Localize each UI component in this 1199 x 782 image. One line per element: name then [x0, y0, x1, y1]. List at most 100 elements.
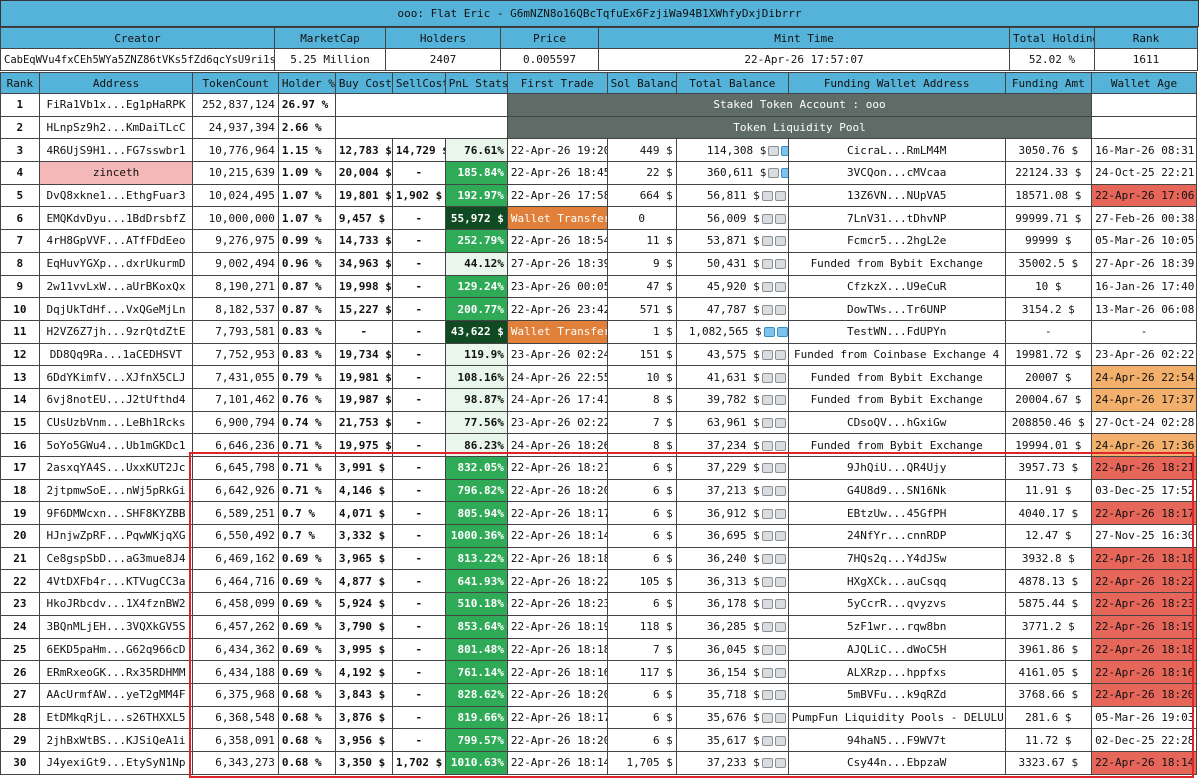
address-cell[interactable]: 5oYo5GWu4...Ub1mGKDc1: [38, 433, 194, 457]
bank-icon[interactable]: [763, 327, 775, 338]
address-cell[interactable]: CUsUzbVnm...LeBh1Rcks: [38, 410, 194, 435]
token-count-col-header[interactable]: TokenCount: [192, 72, 279, 94]
sol-balance-col-header[interactable]: Sol Balance: [606, 72, 677, 94]
wallet-icon[interactable]: [774, 735, 786, 746]
wallet-icon[interactable]: [774, 191, 786, 202]
wallet-icon[interactable]: [761, 531, 773, 542]
address-cell[interactable]: 6EKD5paHm...G62q966cD: [38, 637, 194, 662]
funding-wallet-cell[interactable]: Funded from Bybit Exchange: [787, 433, 1006, 457]
bank-icon[interactable]: [781, 145, 788, 156]
wallet-icon[interactable]: [761, 576, 773, 587]
wallet-icon[interactable]: [761, 599, 773, 610]
wallet-age-col-header[interactable]: Wallet Age: [1091, 72, 1197, 94]
wallet-icon[interactable]: [774, 395, 786, 406]
bank-icon[interactable]: [776, 327, 788, 338]
wallet-icon[interactable]: [761, 758, 773, 769]
wallet-icon[interactable]: [761, 508, 773, 519]
wallet-icon[interactable]: [774, 622, 786, 633]
funding-wallet-cell[interactable]: 9JhQiU...QR4Ujy: [787, 456, 1006, 480]
funding-wallet-cell[interactable]: 7HQs2q...Y4dJSw: [787, 546, 1006, 571]
funding-wallet-cell[interactable]: CfzkzX...U9eCuR: [787, 274, 1006, 299]
wallet-icon[interactable]: [761, 259, 773, 270]
wallet-icon[interactable]: [774, 281, 786, 292]
address-cell[interactable]: 4VtDXFb4r...KTVugCC3a: [38, 569, 194, 594]
funding-wallet-cell[interactable]: 5yCcrR...qvyzvs: [787, 592, 1006, 616]
address-cell[interactable]: DvQ8xkne1...EthgFuar3: [38, 183, 194, 208]
funding-wallet-cell[interactable]: Funded from Bybit Exchange: [787, 251, 1006, 276]
holder-percent-col-header[interactable]: Holder %: [277, 72, 336, 94]
address-col-header[interactable]: Address: [38, 72, 194, 94]
funding-wallet-cell[interactable]: EBtzUw...45GfPH: [787, 501, 1006, 526]
wallet-icon[interactable]: [774, 644, 786, 655]
address-cell[interactable]: DD8Qq9Ra...1aCEDHSVT: [38, 342, 194, 367]
address-cell[interactable]: HLnpSz9h2...KmDaiTLcC: [38, 115, 194, 140]
address-cell[interactable]: J4yexiGt9...EtySyN1Np: [38, 750, 194, 775]
wallet-icon[interactable]: [761, 372, 773, 383]
wallet-icon[interactable]: [774, 213, 786, 224]
address-cell[interactable]: FiRa1Vb1x...Eg1pHaRPK: [38, 93, 194, 117]
wallet-icon[interactable]: [774, 304, 786, 315]
funding-wallet-cell[interactable]: TestWN...FdUPYn: [787, 319, 1006, 344]
wallet-icon[interactable]: [774, 372, 786, 383]
wallet-icon[interactable]: [774, 486, 786, 497]
total-balance-col-header[interactable]: Total Balance: [675, 72, 789, 94]
funding-wallet-col-header[interactable]: Funding Wallet Address: [787, 72, 1006, 94]
funding-wallet-cell[interactable]: 3VCQon...cMVcaa: [787, 161, 1006, 185]
wallet-icon[interactable]: [761, 622, 773, 633]
wallet-icon[interactable]: [761, 644, 773, 655]
funding-wallet-cell[interactable]: CicraL...RmLM4M: [787, 138, 1006, 163]
address-cell[interactable]: 2w11vvLxW...aUrBKoxQx: [38, 274, 194, 299]
funding-wallet-cell[interactable]: 94haN5...F9WV7t: [787, 728, 1006, 752]
address-cell[interactable]: 6DdYKimfV...XJfnX5CLJ: [38, 365, 194, 389]
wallet-icon[interactable]: [774, 440, 786, 451]
address-cell[interactable]: 2asxqYA4S...UxxKUT2Jc: [38, 456, 194, 480]
funding-wallet-cell[interactable]: Funded from Bybit Exchange: [787, 387, 1006, 412]
address-cell[interactable]: HJnjwZpRF...PqwWKjqXG: [38, 524, 194, 548]
address-cell[interactable]: H2VZ6Z7jh...9zrQtdZtE: [38, 319, 194, 344]
address-cell[interactable]: DqjUkTdHf...VxQGeMjLn: [38, 297, 194, 321]
pnl-stats-col-header[interactable]: PnL Stats: [444, 72, 508, 94]
wallet-icon[interactable]: [761, 667, 773, 678]
wallet-icon[interactable]: [761, 281, 773, 292]
wallet-icon[interactable]: [774, 690, 786, 701]
funding-wallet-cell[interactable]: PumpFun Liquidity Pools - DELULU: [787, 705, 1006, 730]
wallet-icon[interactable]: [774, 236, 786, 247]
funding-wallet-cell[interactable]: Funded from Coinbase Exchange 4: [787, 342, 1006, 367]
funding-wallet-cell[interactable]: Csy44n...EbpzaW: [787, 750, 1006, 775]
funding-wallet-cell[interactable]: CDsoQV...hGxiGw: [787, 410, 1006, 435]
wallet-icon[interactable]: [774, 531, 786, 542]
funding-wallet-cell[interactable]: 24NfYr...cnnRDP: [787, 524, 1006, 548]
first-trade-col-header[interactable]: First Trade: [506, 72, 608, 94]
address-cell[interactable]: 3BQnMLjEH...3VQXkGV5S: [38, 614, 194, 639]
funding-wallet-cell[interactable]: DowTWs...Tr6UNP: [787, 297, 1006, 321]
wallet-icon[interactable]: [774, 349, 786, 360]
address-cell[interactable]: 6vj8notEU...J2tUfthd4: [38, 387, 194, 412]
funding-wallet-cell[interactable]: 7LnV31...tDhvNP: [787, 206, 1006, 231]
wallet-icon[interactable]: [761, 236, 773, 247]
address-cell[interactable]: HkoJRbcdv...1X4fznBW2: [38, 592, 194, 616]
buy-cost-col-header[interactable]: Buy Cost: [334, 72, 393, 94]
wallet-icon[interactable]: [761, 191, 773, 202]
wallet-icon[interactable]: [768, 145, 780, 156]
creator-value[interactable]: CabEqWVu4fxCEh5WYa5ZNZ86tVKs5fZd6qcYsU9r…: [0, 48, 275, 71]
address-cell[interactable]: EtDMkqRjL...s26THXXL5: [38, 705, 194, 730]
funding-wallet-cell[interactable]: 5mBVFu...k9qRZd: [787, 682, 1006, 707]
address-cell[interactable]: zinceth: [38, 161, 194, 185]
wallet-icon[interactable]: [761, 304, 773, 315]
funding-wallet-cell[interactable]: AJQLiC...dWoC5H: [787, 637, 1006, 662]
wallet-icon[interactable]: [774, 463, 786, 474]
funding-wallet-cell[interactable]: Fcmcr5...2hgL2e: [787, 229, 1006, 253]
address-cell[interactable]: 4rH8GpVVF...ATfFDdEeo: [38, 229, 194, 253]
wallet-icon[interactable]: [761, 735, 773, 746]
wallet-icon[interactable]: [774, 599, 786, 610]
address-cell[interactable]: ERmRxeoGK...Rx35RDHMM: [38, 660, 194, 684]
address-cell[interactable]: AAcUrmfAW...yeT2gMM4F: [38, 682, 194, 707]
wallet-icon[interactable]: [774, 259, 786, 270]
funding-wallet-cell[interactable]: ALXRzp...hppfxs: [787, 660, 1006, 684]
wallet-icon[interactable]: [774, 758, 786, 769]
address-cell[interactable]: 2jtpmwSoE...nWj5pRkGi: [38, 478, 194, 503]
wallet-icon[interactable]: [761, 213, 773, 224]
wallet-icon[interactable]: [761, 395, 773, 406]
funding-wallet-cell[interactable]: 5zF1wr...rqw8bn: [787, 614, 1006, 639]
rank-col-header[interactable]: Rank: [0, 72, 40, 94]
